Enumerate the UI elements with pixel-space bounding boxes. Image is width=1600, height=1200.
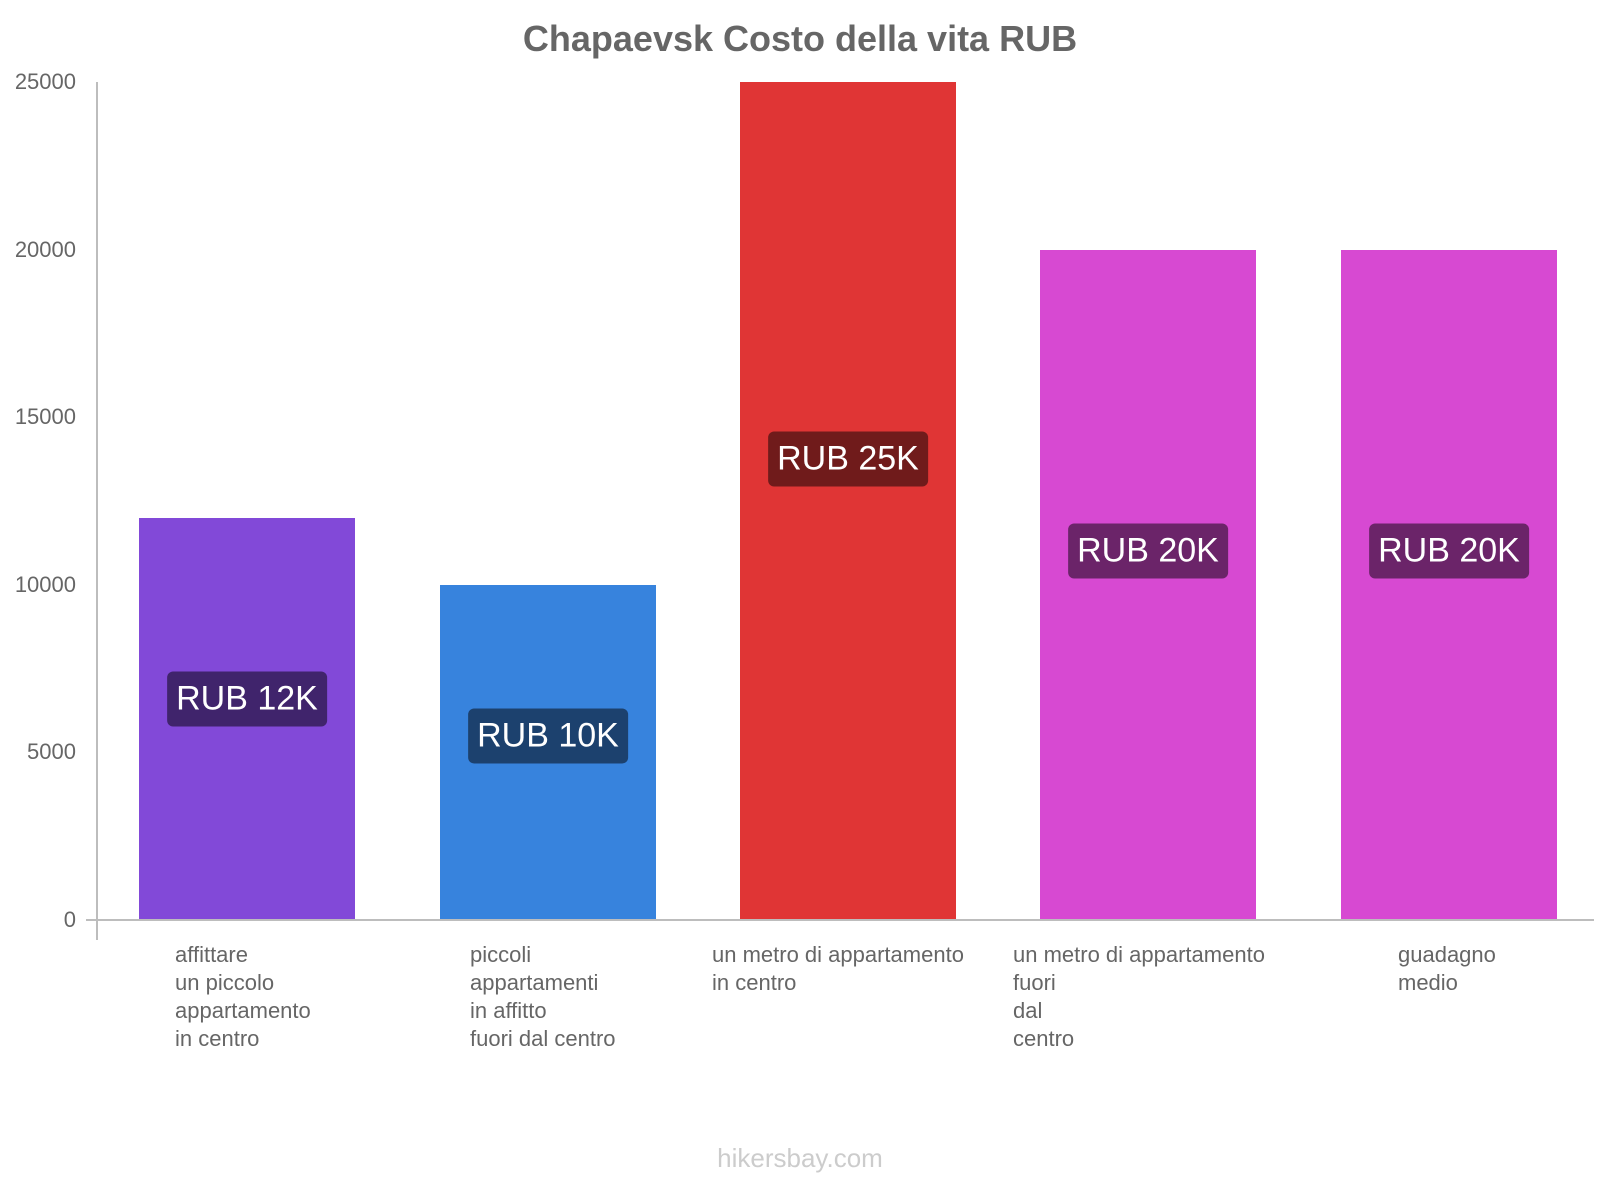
bar <box>740 82 956 920</box>
bar-value-label: RUB 25K <box>768 431 928 487</box>
bar-value-label: RUB 10K <box>468 708 628 764</box>
x-tick-label: un metro di appartamento in centro <box>712 942 964 995</box>
watermark: hikersbay.com <box>717 1143 883 1173</box>
bar-value-label: RUB 20K <box>1369 523 1529 579</box>
bar <box>1341 249 1557 920</box>
y-tick-label: 15000 <box>14 404 76 430</box>
bar-value-label: RUB 20K <box>1068 523 1228 579</box>
y-tick-label: 0 <box>63 907 76 932</box>
y-axis-line <box>96 82 98 940</box>
y-tick-label: 5000 <box>27 739 76 765</box>
x-axis-line <box>86 919 1594 921</box>
bar-value-label: RUB 12K <box>167 671 327 727</box>
x-tick-label: un metro di appartamento fuori dal centr… <box>1013 942 1265 1051</box>
y-tick-label: 10000 <box>14 571 76 597</box>
x-tick-label: piccoli appartamenti in affitto fuori da… <box>470 942 616 1051</box>
chart-title: Chapaevsk Costo della vita RUB <box>522 18 1078 59</box>
x-tick-label: guadagno medio <box>1398 942 1496 995</box>
x-tick-label: affittare un piccolo appartamento in cen… <box>175 942 311 1051</box>
y-tick-label: 25000 <box>14 69 76 94</box>
y-tick-label: 20000 <box>14 236 76 262</box>
bar <box>1040 249 1256 920</box>
